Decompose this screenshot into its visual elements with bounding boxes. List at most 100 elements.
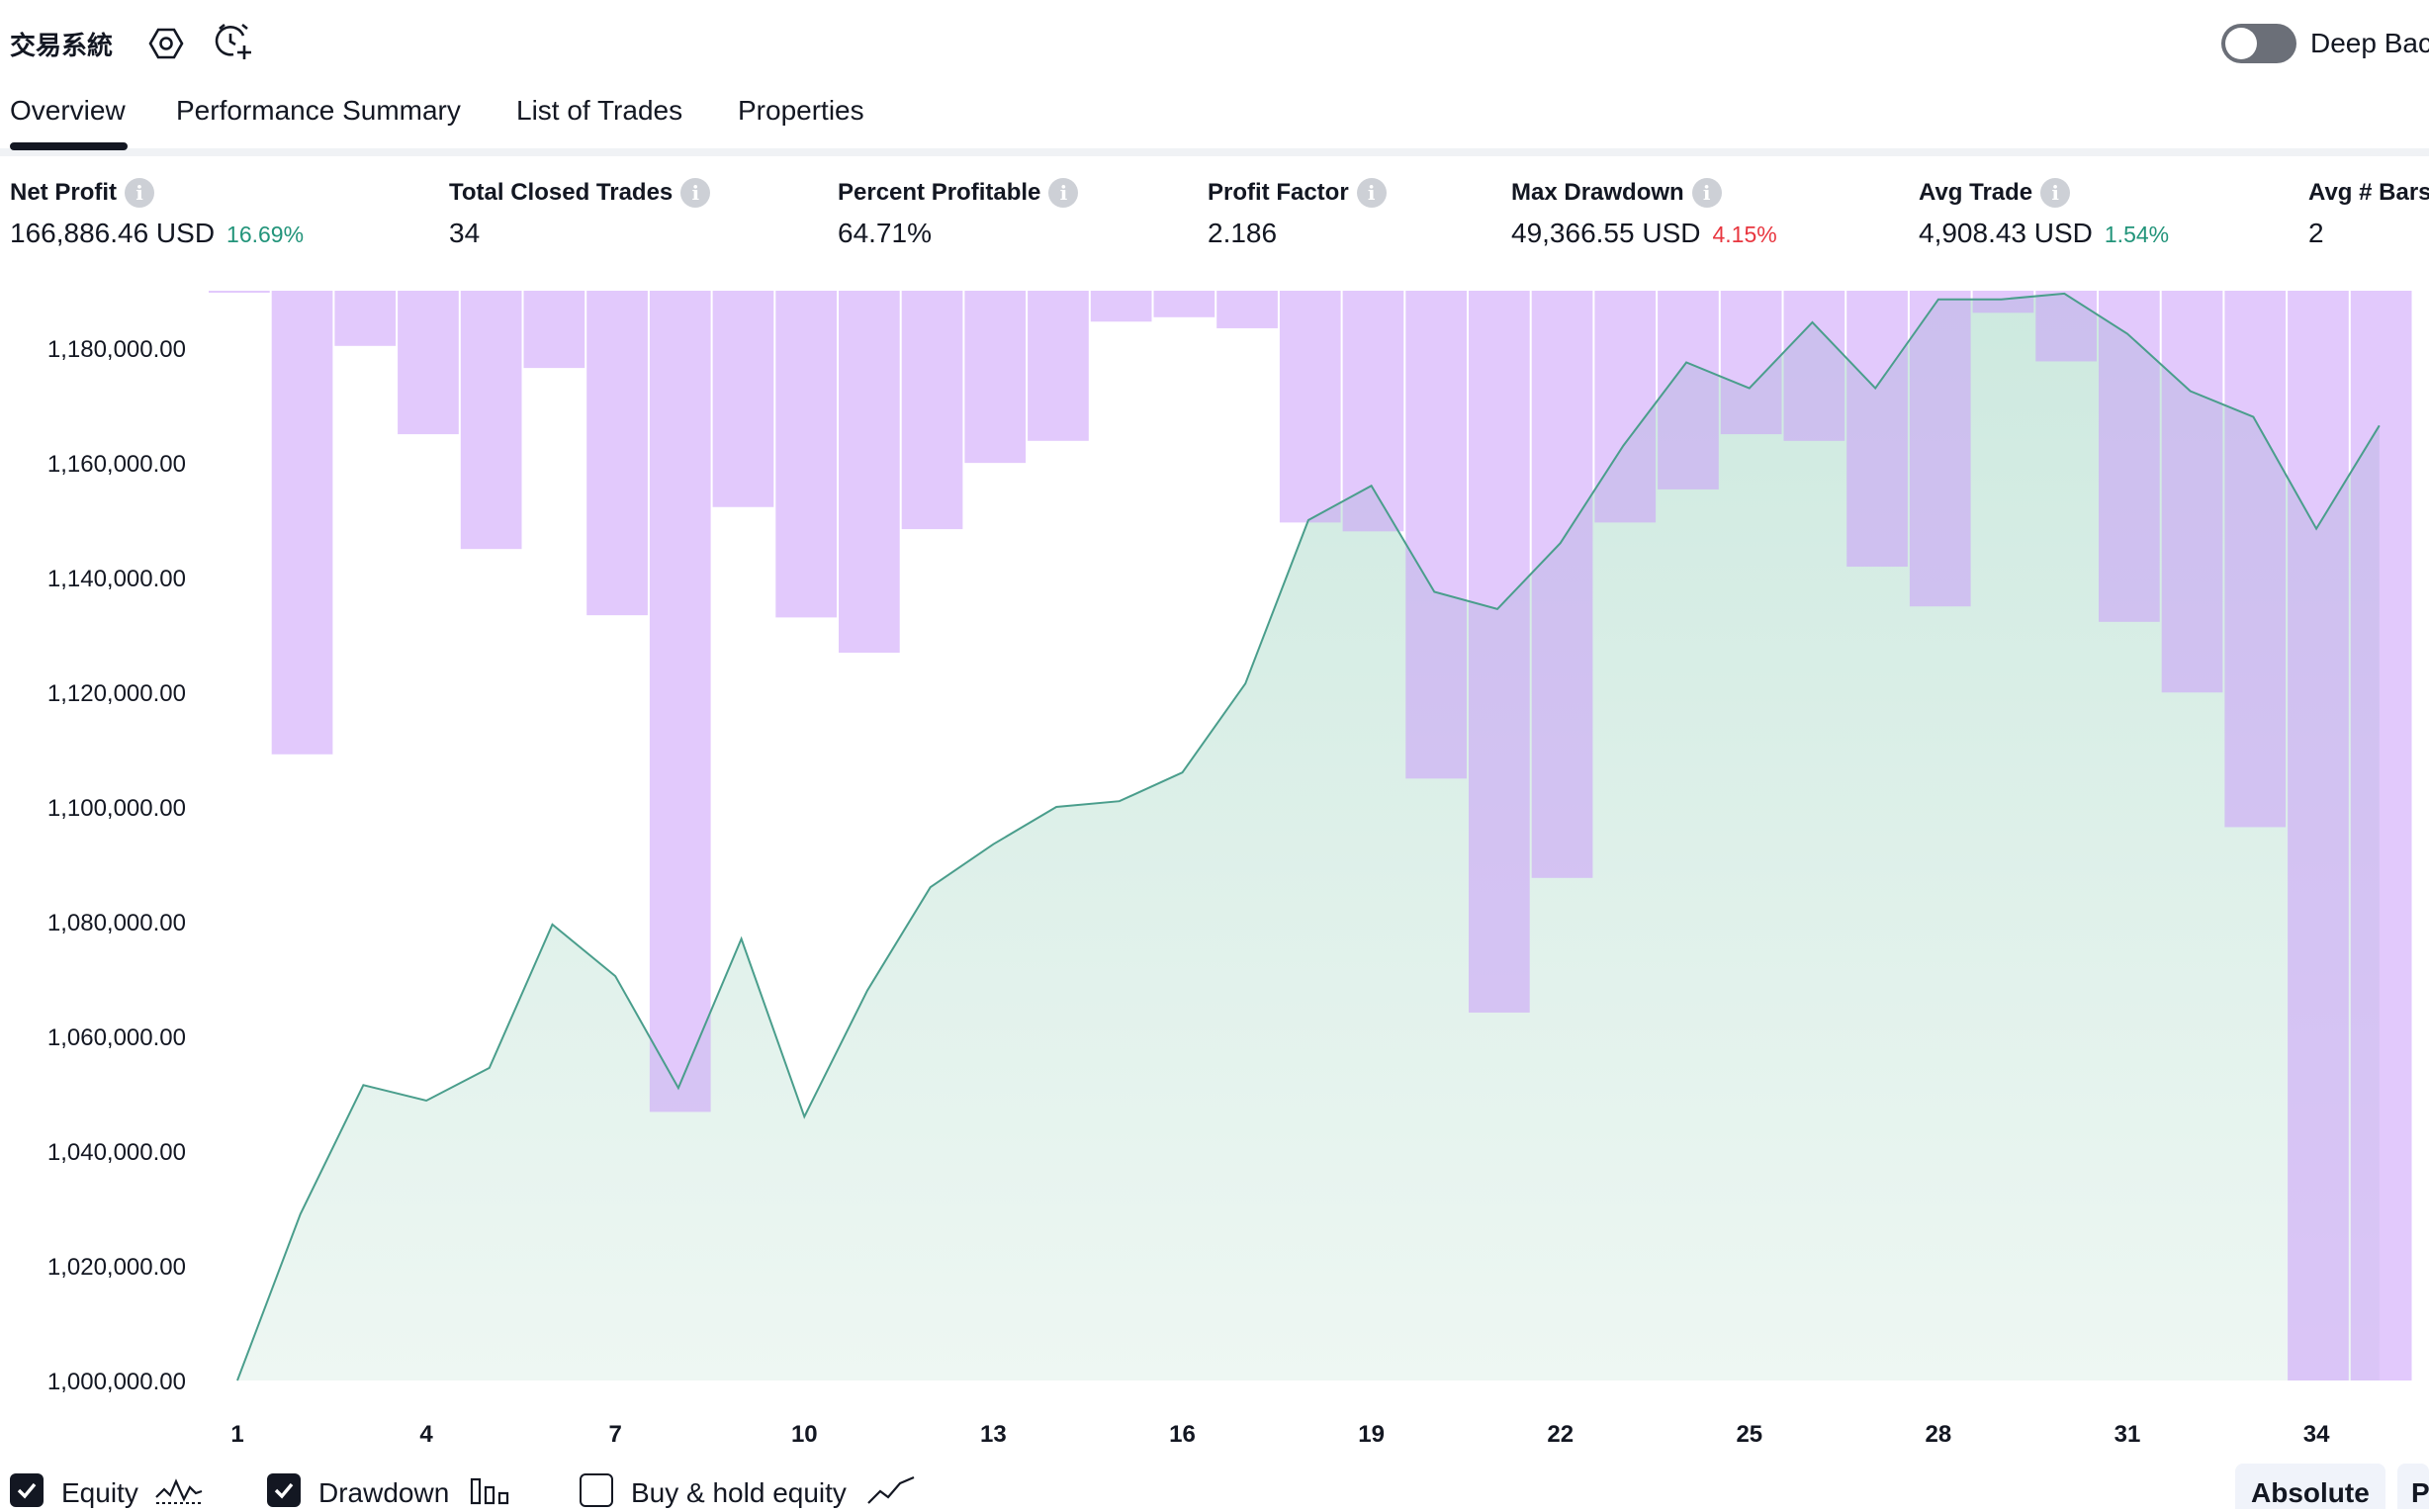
- info-icon[interactable]: i: [125, 178, 154, 208]
- tab-properties[interactable]: Properties: [738, 95, 864, 126]
- toggle-switch[interactable]: [2221, 24, 2296, 63]
- drawdown-bar: [2224, 291, 2287, 828]
- metric-total-closed-trades: Total Closed Trades i 34: [449, 178, 711, 249]
- absolute-button[interactable]: Absolute: [2235, 1464, 2385, 1509]
- y-tick-label: 1,000,000.00: [47, 1369, 186, 1395]
- drawdown-bar: [649, 291, 711, 1112]
- metric-label: Net Profit: [10, 179, 117, 206]
- equity-line: [236, 292, 2381, 1381]
- info-icon[interactable]: i: [2040, 178, 2071, 208]
- y-tick-label: 1,080,000.00: [47, 910, 186, 936]
- drawdown-bar: [1783, 291, 1845, 441]
- drawdown-bar: [1153, 291, 1215, 317]
- tab-list-of-trades[interactable]: List of Trades: [516, 95, 683, 126]
- drawdown-bar: [964, 291, 1027, 464]
- y-tick-label: 1,180,000.00: [47, 336, 186, 363]
- drawdown-bar: [2035, 291, 2097, 362]
- drawdown-bar: [1342, 291, 1404, 532]
- info-icon[interactable]: i: [1048, 178, 1079, 208]
- drawdown-bar: [271, 291, 333, 755]
- drawdown-bar: [209, 291, 270, 293]
- metric-percent: 1.54%: [2104, 222, 2170, 247]
- x-tick-label: 28: [1926, 1421, 1952, 1448]
- x-tick-label: 25: [1736, 1421, 1762, 1448]
- metric-label: Avg Trade: [1919, 179, 2033, 206]
- drawdown-legend-label: Drawdown: [318, 1477, 450, 1508]
- x-tick-label: 22: [1547, 1421, 1574, 1448]
- metric-percent-profitable: Percent Profitable i 64.71%: [838, 178, 1079, 249]
- equity-line-icon: [155, 1478, 203, 1504]
- drawdown-bar: [2161, 291, 2223, 693]
- buy-hold-checkbox[interactable]: [580, 1473, 613, 1507]
- drawdown-bar: [1028, 291, 1089, 441]
- chart-legend: Equity Drawdown Buy & hold equity: [0, 1464, 2429, 1509]
- drawdown-bar: [334, 291, 397, 346]
- equity-legend-label: Equity: [61, 1477, 138, 1508]
- tab-bar: Overview Performance Summary List of Tra…: [0, 87, 2429, 156]
- drawdown-bar: [1216, 291, 1278, 328]
- drawdown-bar: [901, 291, 963, 530]
- drawdown-bar: [839, 291, 900, 654]
- x-tick-label: 19: [1358, 1421, 1385, 1448]
- drawdown-bar: [1846, 291, 1908, 568]
- buy-hold-legend-label: Buy & hold equity: [631, 1477, 847, 1508]
- toggle-label: Deep Backtesting: [2310, 28, 2429, 58]
- equity-drawdown-chart[interactable]: 1,000,000.00 1,020,000.00 1,040,000.00 1,06…: [0, 285, 2429, 1452]
- equity-checkbox[interactable]: [10, 1473, 44, 1507]
- metric-percent: 4.15%: [1712, 222, 1777, 247]
- metric-value: 2: [2308, 218, 2324, 248]
- info-icon[interactable]: i: [1691, 178, 1722, 208]
- y-tick-label: 1,140,000.00: [47, 566, 186, 592]
- add-alert-icon[interactable]: [214, 22, 253, 61]
- settings-icon[interactable]: [148, 26, 184, 61]
- drawdown-checkbox[interactable]: [267, 1473, 301, 1507]
- metric-value: 4,908.43 USD: [1919, 218, 2093, 248]
- metric-label: Total Closed Trades: [449, 179, 674, 206]
- drawdown-bar: [1720, 291, 1782, 435]
- drawdown-bar: [1090, 291, 1152, 322]
- y-tick-label: 1,100,000.00: [47, 795, 186, 822]
- drawdown-bar: [2350, 291, 2412, 1380]
- drawdown-bar: [712, 291, 774, 507]
- x-tick-label: 34: [2303, 1421, 2330, 1448]
- drawdown-bar: [2288, 291, 2349, 1380]
- x-tick-label: 1: [230, 1421, 243, 1448]
- top-bar: 交易系統 Deep Backtesting: [0, 0, 2429, 89]
- metric-net-profit: Net Profit i 166,886.46 USD 16.69%: [10, 178, 304, 249]
- y-tick-label: 1,020,000.00: [47, 1254, 186, 1281]
- tab-performance-summary[interactable]: Performance Summary: [176, 95, 461, 126]
- metric-percent: 16.69%: [226, 222, 305, 247]
- metric-value: 64.71%: [838, 218, 932, 248]
- percent-button[interactable]: Percent: [2397, 1464, 2429, 1509]
- metric-label: Profit Factor: [1208, 179, 1349, 206]
- x-tick-label: 31: [2114, 1421, 2141, 1448]
- metric-value: 166,886.46 USD: [10, 218, 216, 248]
- deep-backtesting-toggle[interactable]: Deep Backtesting: [2221, 20, 2429, 65]
- strategy-title: 交易系統: [10, 31, 114, 60]
- drawdown-bar: [523, 291, 585, 369]
- drawdown-bar: [460, 291, 522, 550]
- metric-label: Percent Profitable: [838, 179, 1041, 206]
- drawdown-bar: [1469, 291, 1530, 1013]
- drawdown-bar: [398, 291, 459, 435]
- y-tick-label: 1,120,000.00: [47, 680, 186, 707]
- drawdown-bar: [2099, 291, 2160, 622]
- metric-max-drawdown: Max Drawdown i 49,366.55 USD 4.15%: [1511, 178, 1777, 249]
- metric-profit-factor: Profit Factor i 2.186: [1208, 178, 1387, 249]
- x-tick-label: 13: [980, 1421, 1007, 1448]
- metric-value: 34: [449, 218, 481, 248]
- info-icon[interactable]: i: [1356, 178, 1387, 208]
- check-icon: [17, 1482, 37, 1499]
- drawdown-bar: [1909, 291, 1971, 607]
- drawdown-bars-icon: [470, 1477, 509, 1505]
- drawdown-bar: [1658, 291, 1719, 489]
- drawdown-bar: [1531, 291, 1593, 878]
- y-tick-label: 1,040,000.00: [47, 1139, 186, 1166]
- x-tick-label: 10: [791, 1421, 818, 1448]
- info-icon[interactable]: i: [680, 178, 711, 208]
- drawdown-bar: [1972, 291, 2034, 313]
- tab-overview[interactable]: Overview: [10, 95, 128, 150]
- drawdown-bar: [1279, 291, 1341, 523]
- x-tick-label: 7: [609, 1421, 622, 1448]
- metric-avg-trade: Avg Trade i 4,908.43 USD 1.54%: [1919, 178, 2169, 249]
